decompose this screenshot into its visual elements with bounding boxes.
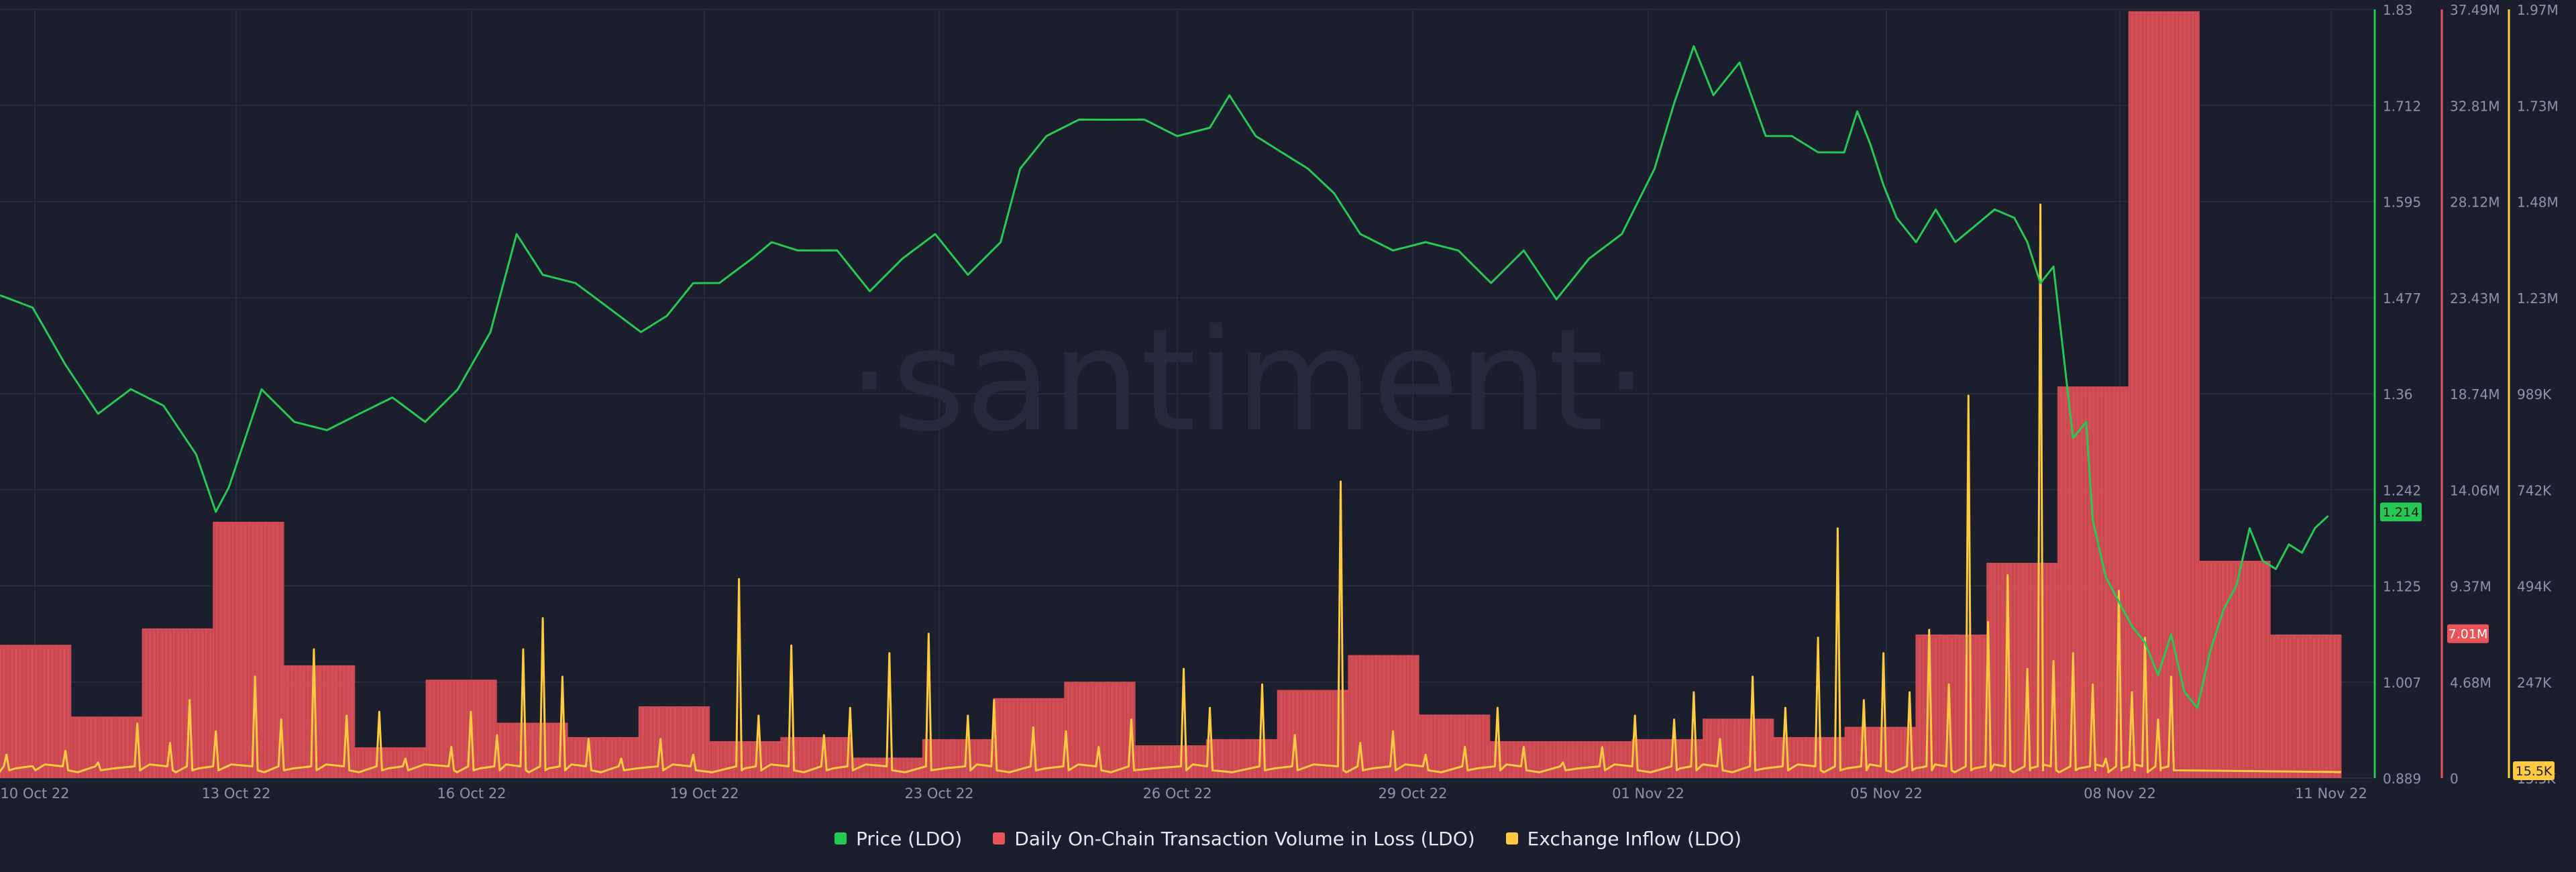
volume-bar [2128, 11, 2200, 779]
price-tick-label: 0.889 [2383, 771, 2421, 787]
legend-item-volume-loss[interactable]: Daily On-Chain Transaction Volume in Los… [993, 827, 1475, 850]
volume-bar [213, 521, 284, 778]
volume-loss-bars [0, 11, 2342, 779]
x-tick-label: 05 Nov 22 [1850, 785, 1923, 802]
volume-tick-label: 37.49M [2450, 2, 2500, 18]
axes: 10 Oct 22 13 Oct 22 16 Oct 22 19 Oct 22 23 O… [0, 2, 2558, 802]
x-tick-label: 16 Oct 22 [437, 785, 506, 802]
price-tick-label: 1.36 [2383, 386, 2413, 402]
legend-swatch-volume-loss [993, 832, 1006, 844]
volume-bar [1560, 741, 1632, 778]
volume-bar [142, 628, 213, 778]
price-current-badge-bg [2380, 502, 2422, 522]
inflow-tick-label: 989K [2517, 386, 2552, 402]
x-tick-label: 11 Nov 22 [2295, 785, 2367, 802]
inflow-tick-label: 1.73M [2517, 98, 2559, 114]
volume-bar [922, 739, 994, 778]
legend-item-price[interactable]: Price (LDO) [834, 827, 963, 850]
volume-tick-label: 23.43M [2450, 290, 2500, 307]
volume-bar [709, 741, 781, 778]
price-tick-label: 1.242 [2383, 482, 2421, 498]
volume-bar [2199, 560, 2271, 778]
volume-bar [0, 645, 72, 778]
volume-tick-label: 9.37M [2450, 579, 2491, 595]
volume-bar [425, 679, 497, 778]
price-tick-label: 1.83 [2383, 2, 2413, 18]
legend-item-inflow[interactable]: Exchange Inflow (LDO) [1505, 827, 1742, 850]
price-current-badge: 1.214 [2383, 505, 2419, 520]
legend: Price (LDO) Daily On-Chain Transaction V… [0, 824, 2576, 853]
inflow-current-badge-bg [2513, 761, 2555, 780]
price-line [0, 45, 2329, 709]
legend-label-volume-loss: Daily On-Chain Transaction Volume in Los… [1014, 827, 1475, 850]
volume-bar [1277, 690, 1348, 778]
inflow-tick-label: 1.97M [2517, 2, 2559, 18]
inflow-line [0, 203, 2342, 773]
price-tick-label: 1.125 [2383, 579, 2421, 595]
legend-swatch-inflow [1505, 832, 1518, 844]
x-tick-label: 13 Oct 22 [201, 785, 270, 802]
inflow-current-badge: 15.5K [2516, 764, 2553, 779]
volume-tick-label: 0 [2450, 771, 2459, 787]
legend-label-inflow: Exchange Inflow (LDO) [1527, 827, 1742, 850]
price-tick-label: 1.007 [2383, 675, 2421, 691]
watermark: ·santiment· [847, 298, 1649, 463]
volume-tick-label: 14.06M [2450, 482, 2500, 498]
volume-tick-label: 4.68M [2450, 675, 2491, 691]
volume-current-badge-bg [2447, 624, 2489, 643]
volume-bar [1773, 737, 1845, 778]
x-tick-label: 23 Oct 22 [904, 785, 973, 802]
inflow-tick-label: 742K [2517, 482, 2552, 498]
volume-current-badge: 7.01M [2449, 627, 2488, 642]
volume-tick-label: 32.81M [2450, 98, 2500, 114]
volume-bar [354, 747, 427, 778]
volume-bar [993, 698, 1065, 778]
price-series [0, 45, 2329, 709]
exchange-inflow-series [0, 203, 2342, 773]
legend-swatch-price [834, 832, 847, 844]
volume-bar [2270, 635, 2342, 778]
volume-bar [496, 722, 568, 778]
volume-bar [1348, 655, 1419, 778]
price-tick-label: 1.477 [2383, 290, 2421, 307]
x-tick-label: 10 Oct 22 [0, 785, 69, 802]
x-tick-label: 01 Nov 22 [1612, 785, 1684, 802]
x-tick-label: 19 Oct 22 [669, 785, 739, 802]
x-tick-label: 08 Nov 22 [2084, 785, 2156, 802]
volume-bar [1135, 745, 1207, 778]
legend-label-price: Price (LDO) [855, 827, 963, 850]
price-tick-label: 1.595 [2383, 195, 2421, 211]
volume-bar [780, 737, 852, 778]
volume-tick-label: 28.12M [2450, 195, 2500, 211]
price-tick-label: 1.712 [2383, 98, 2421, 114]
inflow-tick-label: 494K [2517, 579, 2552, 595]
volume-bar [1986, 563, 2058, 778]
volume-bar [70, 716, 143, 778]
inflow-tick-label: 1.48M [2517, 195, 2559, 211]
volume-bar [284, 665, 356, 778]
x-tick-label: 29 Oct 22 [1378, 785, 1447, 802]
inflow-tick-label: 247K [2517, 675, 2552, 691]
x-tick-label: 26 Oct 22 [1142, 785, 1212, 802]
volume-tick-label: 18.74M [2450, 386, 2500, 402]
volume-bar [1205, 739, 1278, 778]
inflow-tick-label: 1.23M [2517, 290, 2559, 307]
